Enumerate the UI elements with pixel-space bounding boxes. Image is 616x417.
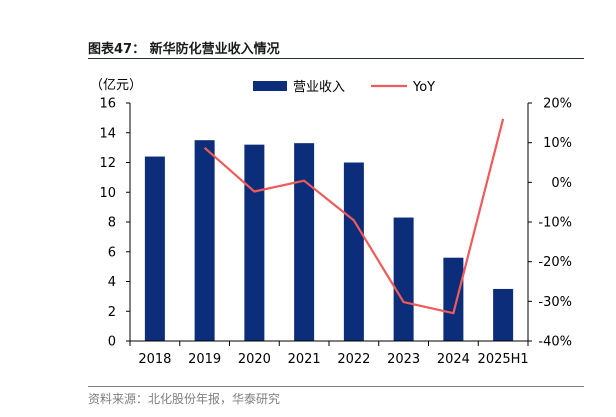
x-tick-label: 2022 — [337, 352, 370, 367]
y-tick-label: 0 — [108, 335, 116, 350]
y2-tick-label: -40% — [538, 335, 572, 350]
y-tick-label: 2 — [108, 305, 116, 320]
yoy-series — [203, 118, 505, 315]
y2-tick-label: 20% — [543, 97, 572, 112]
legend-label-yoy: YoY — [412, 80, 435, 95]
bar-2022 — [343, 162, 364, 341]
y-tick-label: 6 — [108, 245, 116, 260]
x-tick-label: 2020 — [238, 352, 271, 367]
bar-series — [144, 140, 514, 341]
bar-2025H1 — [493, 288, 514, 341]
bar-2021 — [294, 143, 315, 341]
legend: 营业收入 YoY — [253, 80, 435, 95]
bar-2020 — [244, 144, 265, 341]
x-tick-label: 2023 — [387, 352, 420, 367]
y-tick-label: 8 — [108, 216, 116, 231]
y2-tick-label: -30% — [538, 295, 572, 310]
y-tick-label: 10 — [99, 186, 116, 201]
y-tick-label: 16 — [99, 97, 116, 112]
figure-title: 图表47： 新华防化营业收入情况 — [88, 42, 280, 57]
legend-label-revenue: 营业收入 — [293, 80, 345, 95]
source-divider — [88, 386, 584, 387]
y-unit-label: （亿元） — [90, 78, 142, 93]
title-divider — [88, 58, 584, 59]
y-tick-label: 4 — [108, 275, 116, 290]
x-tick-label: 2018 — [138, 352, 171, 367]
x-tick-label: 2025H1 — [478, 352, 529, 367]
y-tick-label: 12 — [99, 156, 116, 171]
source-note: 资料来源：北化股份年报，华泰研究 — [88, 392, 281, 406]
y2-tick-label: 10% — [543, 136, 572, 151]
axes: 0 2 4 6 8 10 12 14 16 -40% -30% -20% -10% 0% 10% 20% 201… — [90, 78, 572, 367]
bar-2024 — [443, 257, 464, 341]
bar-2023 — [393, 217, 414, 341]
x-tick-label: 2024 — [437, 352, 470, 367]
y2-tick-label: -10% — [538, 216, 572, 231]
x-tick-label: 2021 — [288, 352, 321, 367]
bar-2018 — [144, 156, 165, 341]
y2-tick-label: 0% — [551, 176, 572, 191]
y2-tick-label: -20% — [538, 255, 572, 270]
x-tick-label: 2019 — [188, 352, 221, 367]
y-tick-label: 14 — [99, 126, 116, 141]
yoy-line — [203, 118, 505, 315]
legend-swatch-revenue — [253, 81, 287, 91]
bar-2019 — [194, 140, 215, 341]
